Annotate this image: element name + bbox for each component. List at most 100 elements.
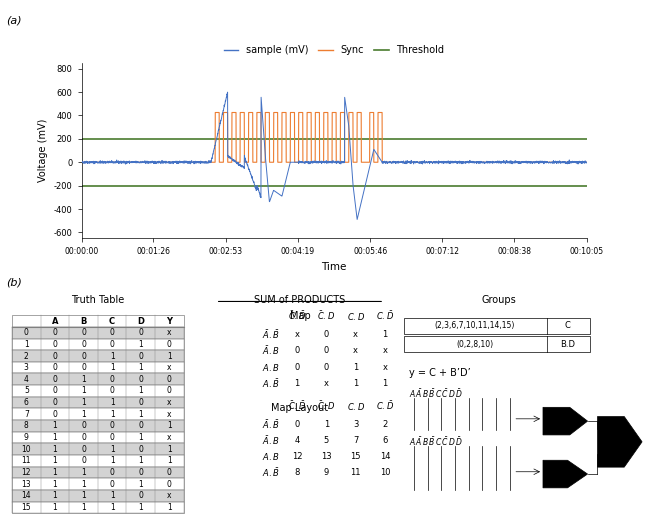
Text: 0: 0 (81, 422, 86, 430)
Text: 15: 15 (350, 452, 361, 461)
Text: 11: 11 (22, 456, 31, 465)
Text: 0: 0 (81, 445, 86, 453)
Text: 10: 10 (379, 469, 391, 477)
Text: Y: Y (166, 316, 172, 326)
Text: 1: 1 (110, 351, 115, 360)
Text: $C.D$: $C.D$ (346, 311, 364, 322)
Text: 8: 8 (294, 469, 299, 477)
Text: C: C (565, 321, 570, 330)
Text: (b): (b) (7, 277, 22, 287)
Text: 0: 0 (138, 422, 143, 430)
Text: 0: 0 (81, 328, 86, 337)
FancyBboxPatch shape (12, 362, 184, 373)
Text: 9: 9 (323, 469, 329, 477)
Text: (2,3,6,7,10,11,14,15): (2,3,6,7,10,11,14,15) (435, 321, 515, 330)
Text: 1: 1 (138, 433, 143, 442)
Text: 0: 0 (81, 363, 86, 372)
Text: 4: 4 (24, 375, 29, 384)
Text: Truth Table: Truth Table (71, 294, 125, 304)
Text: $C.\bar{D}$: $C.\bar{D}$ (376, 310, 394, 322)
Text: 1: 1 (110, 491, 115, 500)
Text: 7: 7 (24, 410, 29, 419)
Text: 1: 1 (53, 491, 57, 500)
Text: Map: Map (289, 311, 310, 321)
Text: y = C + B’D’: y = C + B’D’ (409, 368, 471, 378)
Text: 2: 2 (24, 351, 29, 360)
Text: 1: 1 (138, 410, 143, 419)
Text: 6: 6 (24, 398, 29, 407)
Text: 1: 1 (110, 456, 115, 465)
FancyBboxPatch shape (12, 431, 184, 444)
Text: 12: 12 (22, 468, 31, 477)
FancyBboxPatch shape (12, 373, 184, 385)
FancyBboxPatch shape (404, 336, 590, 352)
Text: (a): (a) (7, 16, 22, 26)
FancyBboxPatch shape (12, 397, 184, 408)
Text: x: x (294, 331, 299, 339)
Text: $C.D$: $C.D$ (346, 401, 364, 412)
Text: $\bar{A}.B$: $\bar{A}.B$ (262, 434, 280, 447)
Text: 0: 0 (110, 468, 115, 477)
Text: 2: 2 (382, 420, 388, 429)
Text: 13: 13 (22, 480, 31, 488)
Text: 1: 1 (353, 362, 358, 371)
Text: 0: 0 (167, 340, 171, 349)
Text: $\bar{C}.\bar{D}$: $\bar{C}.\bar{D}$ (288, 399, 306, 412)
Text: Map Layout: Map Layout (271, 403, 329, 413)
Text: $\bar{A}.\bar{B}$: $\bar{A}.\bar{B}$ (262, 418, 280, 431)
Text: 0: 0 (323, 346, 329, 356)
Text: 7: 7 (353, 436, 359, 445)
Text: 1: 1 (353, 379, 358, 388)
Text: x: x (383, 346, 387, 356)
FancyBboxPatch shape (12, 502, 184, 513)
Text: 4: 4 (294, 436, 299, 445)
Text: 0: 0 (24, 328, 29, 337)
Text: 15: 15 (22, 503, 31, 512)
Text: 1: 1 (81, 410, 86, 419)
Text: 3: 3 (353, 420, 359, 429)
FancyBboxPatch shape (12, 408, 184, 420)
Text: 1: 1 (294, 379, 299, 388)
Text: 0: 0 (52, 363, 57, 372)
Text: 1: 1 (138, 456, 143, 465)
Text: $A.B$: $A.B$ (262, 361, 280, 372)
Text: x: x (324, 379, 329, 388)
Text: x: x (167, 328, 171, 337)
Text: 1: 1 (53, 468, 57, 477)
Text: 3: 3 (24, 363, 29, 372)
FancyBboxPatch shape (12, 350, 184, 362)
Text: 1: 1 (382, 379, 388, 388)
Text: x: x (353, 331, 358, 339)
Text: 0: 0 (294, 362, 299, 371)
Polygon shape (543, 460, 587, 488)
Text: 14: 14 (379, 452, 391, 461)
Text: 11: 11 (350, 469, 361, 477)
FancyBboxPatch shape (12, 467, 184, 478)
Text: x: x (383, 362, 387, 371)
Text: 12: 12 (291, 452, 302, 461)
Polygon shape (543, 407, 587, 435)
Text: 0: 0 (138, 468, 143, 477)
FancyBboxPatch shape (404, 317, 590, 334)
Text: Groups: Groups (481, 294, 516, 304)
FancyBboxPatch shape (12, 385, 184, 397)
Text: 1: 1 (138, 386, 143, 395)
Text: $\bar{A}.\bar{B}$: $\bar{A}.\bar{B}$ (262, 328, 280, 341)
Text: 0: 0 (52, 375, 57, 384)
Text: 0: 0 (138, 328, 143, 337)
Text: 1: 1 (53, 433, 57, 442)
FancyBboxPatch shape (12, 490, 184, 502)
Text: 0: 0 (294, 346, 299, 356)
Text: $A.\bar{B}$: $A.\bar{B}$ (262, 467, 280, 479)
Text: 1: 1 (53, 480, 57, 488)
Text: 1: 1 (138, 340, 143, 349)
Text: 1: 1 (53, 445, 57, 453)
Text: 1: 1 (138, 503, 143, 512)
Text: 0: 0 (323, 331, 329, 339)
Text: $A.B$: $A.B$ (262, 451, 280, 462)
FancyBboxPatch shape (12, 444, 184, 455)
Text: x: x (167, 491, 171, 500)
Text: 1: 1 (81, 386, 86, 395)
Text: 1: 1 (138, 480, 143, 488)
Text: 0: 0 (52, 340, 57, 349)
